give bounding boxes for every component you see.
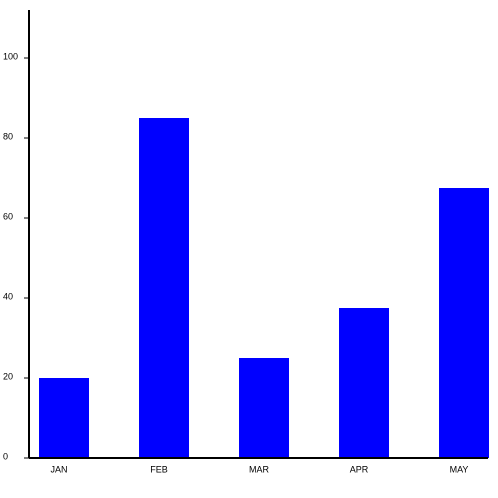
y-tick-label: 80 [3,131,13,141]
bar [439,188,489,458]
x-tick-label: MAR [249,464,270,474]
bar [139,118,189,458]
y-tick-label: 0 [3,451,8,461]
y-tick-label: 60 [3,211,13,221]
x-tick-label: FEB [150,464,168,474]
x-tick-label: APR [350,464,369,474]
y-tick-label: 40 [3,291,13,301]
x-tick-label: JAN [50,464,67,474]
bar [239,358,289,458]
bar [339,308,389,458]
bar [39,378,89,458]
y-tick-label: 100 [3,51,18,61]
y-tick-label: 20 [3,371,13,381]
x-tick-label: MAY [450,464,469,474]
